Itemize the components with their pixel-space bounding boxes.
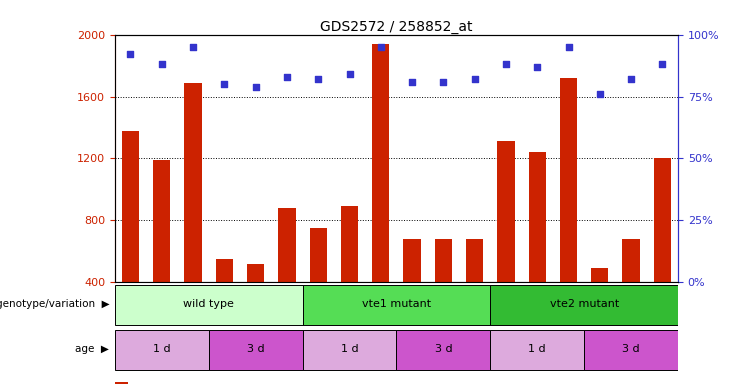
Text: vte2 mutant: vte2 mutant: [550, 299, 619, 309]
Bar: [115, 330, 209, 370]
Point: [219, 81, 230, 87]
Bar: [115, 285, 302, 325]
Point: [562, 44, 574, 50]
Point: [437, 79, 449, 85]
Text: 3 d: 3 d: [247, 344, 265, 354]
Point: [406, 79, 418, 85]
Point: [281, 74, 293, 80]
Text: 1 d: 1 d: [528, 344, 546, 354]
Bar: [247, 264, 265, 282]
Point: [469, 76, 481, 82]
Point: [344, 71, 356, 77]
Bar: [209, 330, 302, 370]
Point: [312, 76, 324, 82]
Bar: [435, 239, 452, 282]
Bar: [622, 239, 639, 282]
Bar: [341, 207, 358, 282]
Text: wild type: wild type: [183, 299, 234, 309]
Bar: [466, 239, 483, 282]
Bar: [528, 152, 546, 282]
Point: [156, 61, 167, 67]
Text: 3 d: 3 d: [434, 344, 452, 354]
Bar: [491, 330, 584, 370]
Bar: [185, 83, 202, 282]
Bar: [560, 78, 577, 282]
Bar: [491, 285, 678, 325]
Bar: [654, 159, 671, 282]
Bar: [396, 330, 491, 370]
Text: 1 d: 1 d: [153, 344, 170, 354]
Bar: [302, 285, 491, 325]
Text: 3 d: 3 d: [622, 344, 640, 354]
Bar: [372, 44, 390, 282]
Bar: [497, 141, 514, 282]
Bar: [584, 330, 678, 370]
Bar: [122, 131, 139, 282]
Point: [531, 64, 543, 70]
Point: [124, 51, 136, 58]
Text: 1 d: 1 d: [341, 344, 359, 354]
Bar: [310, 228, 327, 282]
Point: [375, 44, 387, 50]
Point: [500, 61, 512, 67]
Text: age  ▶: age ▶: [76, 344, 109, 354]
Bar: [302, 330, 396, 370]
Bar: [216, 259, 233, 282]
Point: [625, 76, 637, 82]
Text: genotype/variation  ▶: genotype/variation ▶: [0, 299, 109, 309]
Bar: [153, 160, 170, 282]
Point: [594, 91, 605, 97]
Bar: [591, 268, 608, 282]
Title: GDS2572 / 258852_at: GDS2572 / 258852_at: [320, 20, 473, 33]
Point: [187, 44, 199, 50]
Point: [657, 61, 668, 67]
Bar: [403, 239, 421, 282]
Bar: [279, 208, 296, 282]
Point: [250, 84, 262, 90]
Text: vte1 mutant: vte1 mutant: [362, 299, 431, 309]
